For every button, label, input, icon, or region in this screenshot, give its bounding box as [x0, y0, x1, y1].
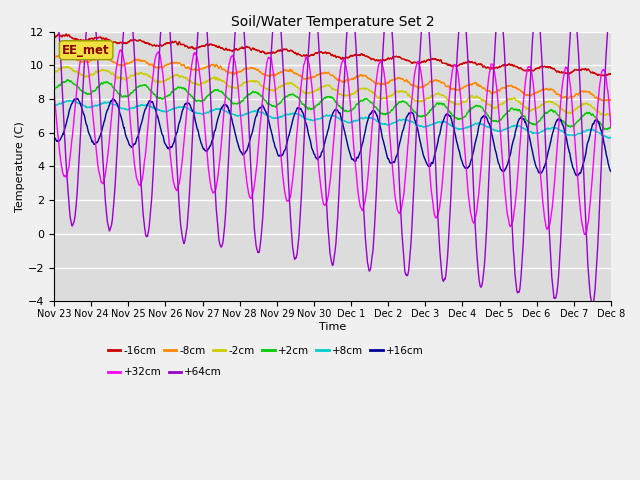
+16cm: [607, 168, 614, 174]
+64cm: [205, 73, 213, 79]
Line: -2cm: -2cm: [54, 67, 611, 116]
+16cm: [573, 173, 581, 179]
+8cm: [558, 128, 566, 133]
-16cm: [558, 69, 566, 75]
+8cm: [607, 134, 614, 140]
+8cm: [495, 128, 502, 134]
+32cm: [495, 105, 502, 110]
+2cm: [50, 87, 58, 93]
-2cm: [607, 112, 614, 118]
Y-axis label: Temperature (C): Temperature (C): [15, 121, 25, 212]
Text: EE_met: EE_met: [62, 44, 110, 57]
-8cm: [205, 63, 213, 69]
+2cm: [607, 124, 614, 130]
+2cm: [495, 119, 502, 124]
-16cm: [349, 52, 356, 58]
+16cm: [361, 131, 369, 136]
+8cm: [50, 102, 58, 108]
+2cm: [558, 118, 566, 123]
+32cm: [558, 86, 566, 92]
-16cm: [205, 42, 213, 48]
X-axis label: Time: Time: [319, 322, 346, 332]
+8cm: [605, 135, 612, 141]
+2cm: [603, 126, 611, 132]
-16cm: [361, 53, 369, 59]
Line: +64cm: +64cm: [54, 0, 611, 305]
-8cm: [604, 98, 612, 104]
+16cm: [574, 173, 582, 179]
+2cm: [573, 119, 581, 124]
+8cm: [205, 108, 213, 114]
-16cm: [573, 67, 581, 73]
-16cm: [598, 73, 605, 79]
+8cm: [361, 115, 369, 120]
+16cm: [74, 96, 81, 101]
+16cm: [558, 120, 566, 126]
Line: +16cm: +16cm: [54, 98, 611, 176]
+32cm: [581, 232, 589, 238]
+2cm: [63, 77, 71, 83]
-2cm: [573, 105, 581, 111]
-16cm: [50, 34, 58, 39]
-8cm: [50, 55, 58, 61]
+8cm: [349, 120, 356, 125]
+32cm: [607, 125, 614, 131]
+16cm: [50, 134, 58, 140]
-8cm: [361, 73, 369, 79]
Line: +2cm: +2cm: [54, 80, 611, 129]
Line: -8cm: -8cm: [54, 53, 611, 101]
+32cm: [361, 199, 369, 205]
+64cm: [558, 213, 566, 218]
+8cm: [66, 97, 74, 103]
+16cm: [495, 160, 502, 166]
+64cm: [495, 6, 502, 12]
-8cm: [349, 76, 356, 82]
+2cm: [361, 96, 369, 102]
-2cm: [361, 86, 369, 92]
-16cm: [495, 64, 502, 70]
-2cm: [205, 76, 213, 82]
Line: +8cm: +8cm: [54, 100, 611, 138]
-2cm: [558, 106, 566, 112]
-16cm: [607, 71, 614, 77]
+64cm: [349, 6, 356, 12]
+16cm: [205, 144, 213, 150]
Legend: +32cm, +64cm: +32cm, +64cm: [104, 363, 226, 382]
-8cm: [58, 50, 66, 56]
-8cm: [573, 92, 581, 97]
-8cm: [495, 87, 502, 93]
+2cm: [205, 91, 213, 97]
-2cm: [63, 64, 71, 70]
-8cm: [558, 94, 566, 100]
+8cm: [573, 131, 581, 137]
+16cm: [349, 156, 356, 162]
-2cm: [50, 71, 58, 76]
-8cm: [607, 97, 614, 103]
+32cm: [349, 129, 356, 135]
-2cm: [495, 104, 502, 110]
+64cm: [573, 32, 581, 38]
+2cm: [349, 107, 356, 112]
Line: +32cm: +32cm: [54, 49, 611, 235]
-2cm: [600, 113, 608, 119]
+32cm: [50, 87, 58, 93]
+64cm: [607, 7, 614, 13]
Title: Soil/Water Temperature Set 2: Soil/Water Temperature Set 2: [230, 15, 435, 29]
+32cm: [205, 174, 213, 180]
Line: -16cm: -16cm: [54, 34, 611, 76]
+64cm: [361, 227, 369, 232]
+32cm: [80, 47, 88, 52]
+64cm: [588, 302, 596, 308]
+32cm: [573, 171, 581, 177]
-16cm: [55, 31, 63, 36]
-2cm: [349, 91, 356, 97]
